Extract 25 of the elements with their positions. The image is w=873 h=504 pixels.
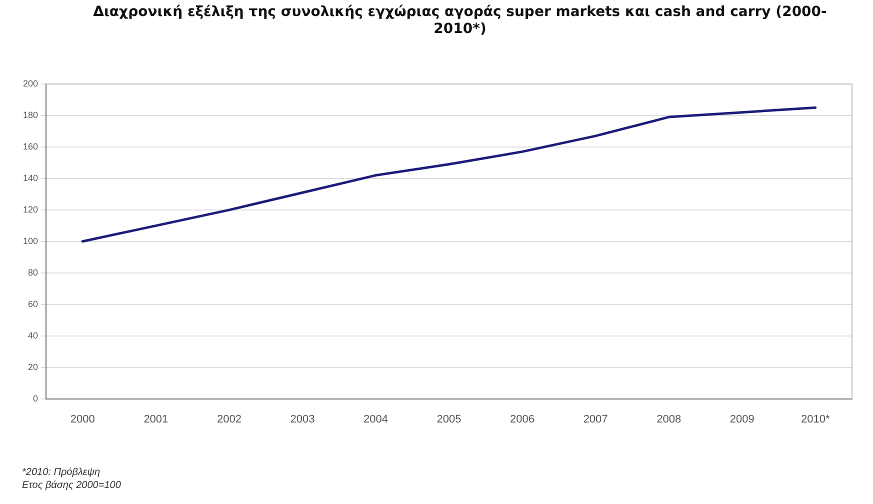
y-tick-label: 180 [22,110,38,120]
x-tick-label: 2001 [144,413,168,426]
x-tick-label: 2002 [216,413,242,426]
y-tick-label: 40 [28,330,38,340]
x-tick-label: 2000 [70,413,95,426]
y-tick-label: 60 [28,298,38,309]
x-tick-label: 2009 [730,413,754,426]
x-tick-label: 2008 [656,413,682,426]
y-tick-label: 0 [33,393,38,404]
y-tick-label: 160 [22,141,38,152]
y-tick-label: 100 [22,236,38,246]
x-tick-label: 2006 [510,413,535,426]
y-tick-label: 20 [28,362,38,372]
text: *2010: Πρόβλεψη [22,466,102,479]
y-tick-label: 80 [28,267,38,278]
x-tick-label: 2007 [583,413,608,426]
x-tick-label: 2010* [800,413,830,426]
y-tick-label: 120 [22,204,38,214]
x-tick-label: 2004 [363,413,388,426]
y-tick-label: 200 [22,78,38,88]
x-tick-label: 2005 [436,413,462,426]
text: Ετος βάσης 2000=100 [22,479,121,492]
chart-title: Διαχρονική εξέλιξη της συνολικής εγχώριας αγοράς super markets και cash and carry (2000-2010*) [92,4,828,38]
y-tick-label: 140 [22,172,38,183]
x-tick-label: 2003 [290,413,315,426]
